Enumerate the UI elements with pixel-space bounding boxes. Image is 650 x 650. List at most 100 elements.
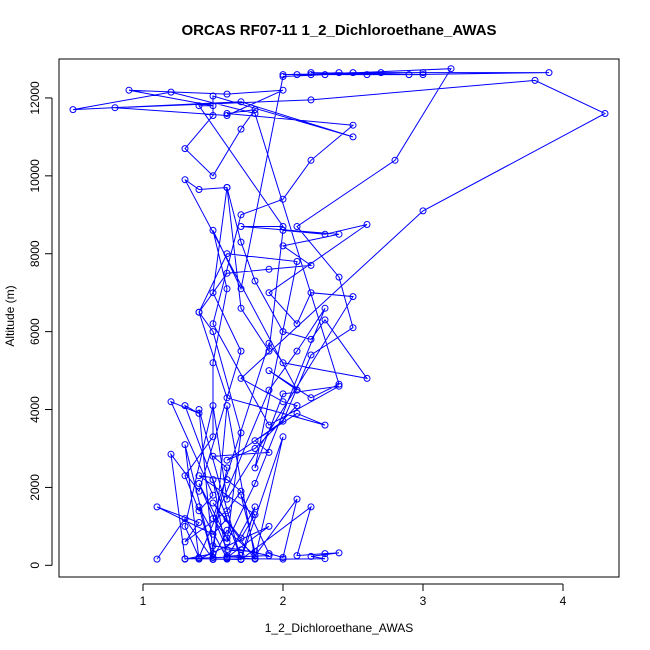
data-point (349, 133, 357, 141)
data-point (377, 69, 385, 77)
data-point (209, 491, 217, 499)
data-point (237, 429, 245, 437)
data-point (265, 347, 273, 355)
data-point (237, 211, 245, 219)
data-point (223, 495, 231, 503)
data-point (307, 156, 315, 164)
data-point (363, 221, 371, 228)
data-point (545, 69, 553, 77)
data-point (363, 71, 371, 79)
data-point (181, 145, 189, 153)
data-point (293, 71, 301, 79)
data-point (209, 542, 217, 550)
data-point (237, 556, 245, 563)
data-point (223, 515, 231, 523)
data-point (237, 534, 245, 542)
data-point (223, 285, 231, 293)
x-axis: 1 2 3 4 (140, 583, 567, 608)
data-point (237, 551, 245, 559)
data-point (209, 112, 217, 119)
data-point (237, 285, 245, 293)
data-point (223, 534, 231, 542)
data-point (251, 464, 259, 472)
data-point (321, 555, 329, 563)
data-point (265, 339, 273, 347)
data-point (321, 316, 329, 324)
data-point (349, 69, 357, 77)
data-point (307, 261, 315, 269)
data-point (293, 402, 301, 410)
data-point (237, 304, 245, 312)
data-point (307, 335, 315, 343)
plot-frame (58, 58, 620, 578)
data-point (181, 522, 189, 530)
data-point (195, 472, 203, 480)
data-point (279, 71, 287, 79)
data-point (251, 106, 259, 114)
data-point (265, 386, 273, 394)
data-point (447, 65, 455, 73)
data-point (181, 555, 189, 563)
data-point (321, 421, 329, 429)
data-point (153, 503, 161, 511)
data-point (335, 69, 343, 77)
data-point (223, 507, 231, 515)
data-point (251, 480, 259, 487)
data-point (237, 347, 245, 355)
y-tick-label: 6000 (28, 318, 42, 345)
data-point (307, 394, 315, 402)
data-point (335, 380, 343, 388)
data-point (335, 382, 343, 390)
data-point (195, 487, 203, 495)
data-point (279, 398, 287, 406)
data-point (279, 328, 287, 336)
data-point (223, 110, 231, 117)
x-axis-label: 1_2_Dichloroethane_AWAS (265, 621, 414, 635)
data-point (251, 552, 259, 560)
data-point (251, 511, 259, 519)
data-point (69, 106, 77, 114)
data-point (209, 226, 217, 234)
data-point (223, 456, 231, 464)
data-point (223, 184, 231, 191)
data-point (279, 433, 287, 441)
data-point (335, 549, 343, 557)
y-tick-label: 4000 (28, 396, 42, 423)
data-point (209, 476, 217, 484)
data-point (279, 195, 287, 203)
data-point (307, 96, 315, 104)
y-axis-label: Altitude (m) (3, 285, 17, 346)
data-point (293, 347, 301, 355)
data-point (223, 526, 231, 534)
data-point (237, 98, 245, 106)
data-point (251, 555, 259, 563)
data-point (153, 555, 161, 563)
data-point (349, 324, 357, 332)
data-point (391, 156, 399, 164)
data-point (293, 320, 301, 328)
data-point (335, 230, 343, 238)
data-point (223, 269, 231, 277)
data-point (209, 555, 217, 563)
series-layer (69, 65, 609, 563)
data-point (209, 452, 217, 460)
data-point (307, 552, 315, 560)
data-point (251, 110, 259, 117)
data-point (195, 406, 203, 413)
data-point (223, 250, 231, 258)
data-point (209, 499, 217, 507)
data-point (237, 125, 245, 133)
data-point (223, 112, 231, 119)
data-point (209, 359, 217, 367)
data-point (223, 552, 231, 560)
data-point (293, 386, 301, 394)
data-point (223, 402, 231, 410)
data-point (279, 390, 287, 398)
data-point (335, 273, 343, 281)
data-point (265, 522, 273, 530)
data-point (293, 223, 301, 230)
series-line (72, 68, 607, 562)
data-point (349, 121, 357, 129)
data-point (307, 289, 315, 297)
